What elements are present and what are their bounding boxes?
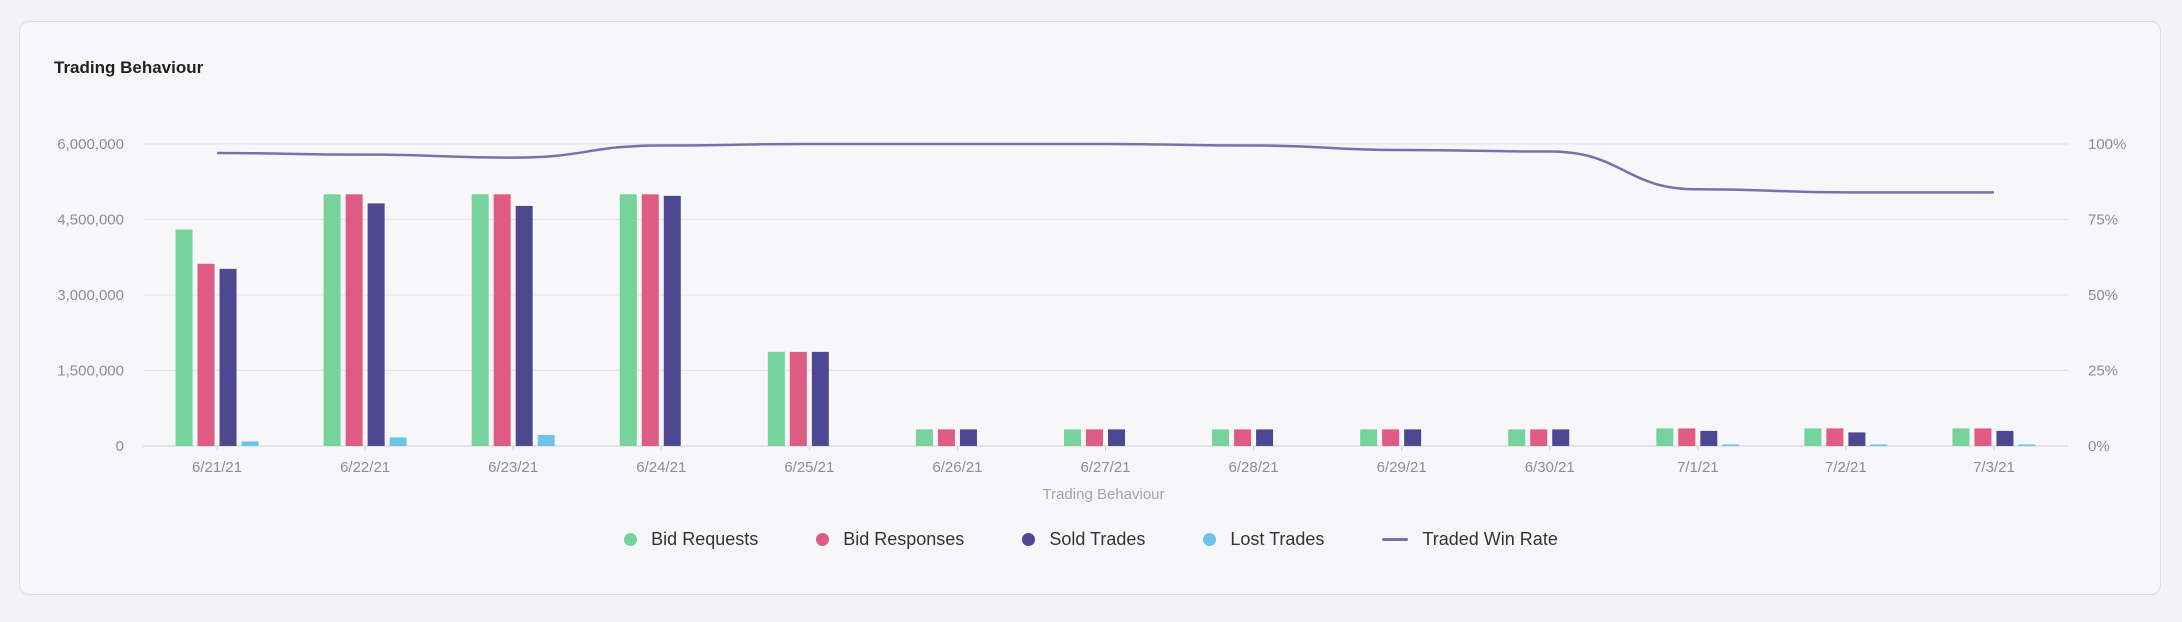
bar-bid-requests <box>767 351 785 446</box>
x-tick-label: 6/30/21 <box>1525 459 1575 476</box>
bar-sold-trades <box>219 268 237 446</box>
bar-bid-responses <box>1086 429 1103 446</box>
bar-bid-requests <box>915 429 933 446</box>
bar-bid-requests <box>175 229 193 446</box>
bar-bid-requests <box>619 194 637 446</box>
bar-bid-responses <box>1678 428 1696 446</box>
chart-title: Trading Behaviour <box>54 58 204 77</box>
bar-sold-trades <box>1108 429 1125 446</box>
bar-bid-responses <box>1530 429 1548 446</box>
legend-item-sold-trades[interactable]: Sold Trades <box>1022 529 1145 550</box>
legend-label: Sold Trades <box>1049 529 1146 549</box>
bar-sold-trades <box>515 205 533 446</box>
chart-legend: Bid Requests Bid Responses Sold Trades L… <box>0 529 2182 550</box>
y2-tick-label: 50% <box>2088 287 2118 304</box>
legend-item-bid-requests[interactable]: Bid Requests <box>624 529 758 550</box>
bar-lost-trades <box>1722 444 1740 446</box>
bar-lost-trades <box>389 437 407 446</box>
bar-lost-trades <box>1870 444 1888 446</box>
legend-item-bid-responses[interactable]: Bid Responses <box>816 529 964 550</box>
x-tick-label: 7/1/21 <box>1677 459 1719 476</box>
bar-bid-responses <box>345 194 363 446</box>
legend-swatch <box>816 533 830 546</box>
y-tick-label: 0 <box>116 438 124 455</box>
bar-bid-responses <box>1382 429 1400 446</box>
legend-swatch <box>624 533 638 546</box>
bar-sold-trades <box>1404 429 1422 446</box>
x-tick-label: 6/24/21 <box>636 459 686 476</box>
bar-bid-responses <box>1826 428 1844 446</box>
y2-tick-label: 100% <box>2088 136 2126 153</box>
bar-sold-trades <box>663 195 681 446</box>
bar-bid-requests <box>1952 428 1970 446</box>
legend-item-lost-trades[interactable]: Lost Trades <box>1203 529 1324 550</box>
x-tick-label: 7/2/21 <box>1825 459 1867 476</box>
legend-label: Lost Trades <box>1230 529 1325 549</box>
line-traded-win-rate <box>217 142 1994 194</box>
bar-bid-requests <box>1212 429 1230 446</box>
y-tick-label: 3,000,000 <box>57 287 124 304</box>
x-axis-title: Trading Behaviour <box>1042 486 1164 503</box>
bar-bid-requests <box>471 194 489 446</box>
bar-bid-requests <box>1508 429 1526 446</box>
bar-bid-requests <box>1064 429 1081 446</box>
y2-tick-label: 0% <box>2088 438 2110 455</box>
y2-tick-label: 75% <box>2088 212 2118 229</box>
bar-bid-requests <box>323 194 341 446</box>
x-tick-label: 7/3/21 <box>1973 459 2015 476</box>
legend-label: Traded Win Rate <box>1422 529 1558 549</box>
bar-sold-trades <box>1256 429 1274 446</box>
legend-swatch <box>1022 533 1036 546</box>
bar-bid-responses <box>197 263 215 446</box>
bar-bid-responses <box>1974 428 1992 446</box>
bar-sold-trades <box>959 429 977 446</box>
bar-bid-responses <box>937 429 955 446</box>
y-tick-label: 4,500,000 <box>57 212 124 229</box>
x-tick-label: 6/22/21 <box>340 459 390 476</box>
bar-lost-trades <box>241 441 259 446</box>
y-tick-label: 1,500,000 <box>57 363 124 380</box>
x-tick-label: 6/28/21 <box>1229 459 1279 476</box>
legend-item-traded-win-rate[interactable]: Traded Win Rate <box>1382 529 1558 550</box>
bar-sold-trades <box>367 203 385 446</box>
bar-sold-trades <box>1848 432 1866 446</box>
x-tick-label: 6/23/21 <box>488 459 538 476</box>
legend-swatch <box>1203 533 1217 546</box>
y2-tick-label: 25% <box>2088 363 2118 380</box>
x-tick-label: 6/26/21 <box>932 459 982 476</box>
bar-bid-responses <box>493 194 511 446</box>
legend-swatch <box>1382 538 1409 541</box>
x-tick-label: 6/29/21 <box>1377 459 1427 476</box>
bar-bid-requests <box>1360 429 1378 446</box>
bar-sold-trades <box>1552 429 1570 446</box>
bar-lost-trades <box>2018 444 2036 446</box>
bar-sold-trades <box>1996 430 2014 446</box>
legend-label: Bid Responses <box>843 529 965 549</box>
bar-bid-responses <box>641 194 659 446</box>
bar-bid-responses <box>789 351 807 446</box>
bar-sold-trades <box>811 351 829 446</box>
legend-label: Bid Requests <box>651 529 759 549</box>
bar-bid-responses <box>1234 429 1252 446</box>
x-tick-label: 6/27/21 <box>1080 459 1130 476</box>
bar-bid-requests <box>1804 428 1822 446</box>
bar-bid-requests <box>1656 428 1674 446</box>
x-tick-label: 6/21/21 <box>192 459 242 476</box>
x-tick-label: 6/25/21 <box>784 459 834 476</box>
y-tick-label: 6,000,000 <box>57 136 124 153</box>
bar-sold-trades <box>1700 430 1718 446</box>
bar-lost-trades <box>537 434 555 446</box>
